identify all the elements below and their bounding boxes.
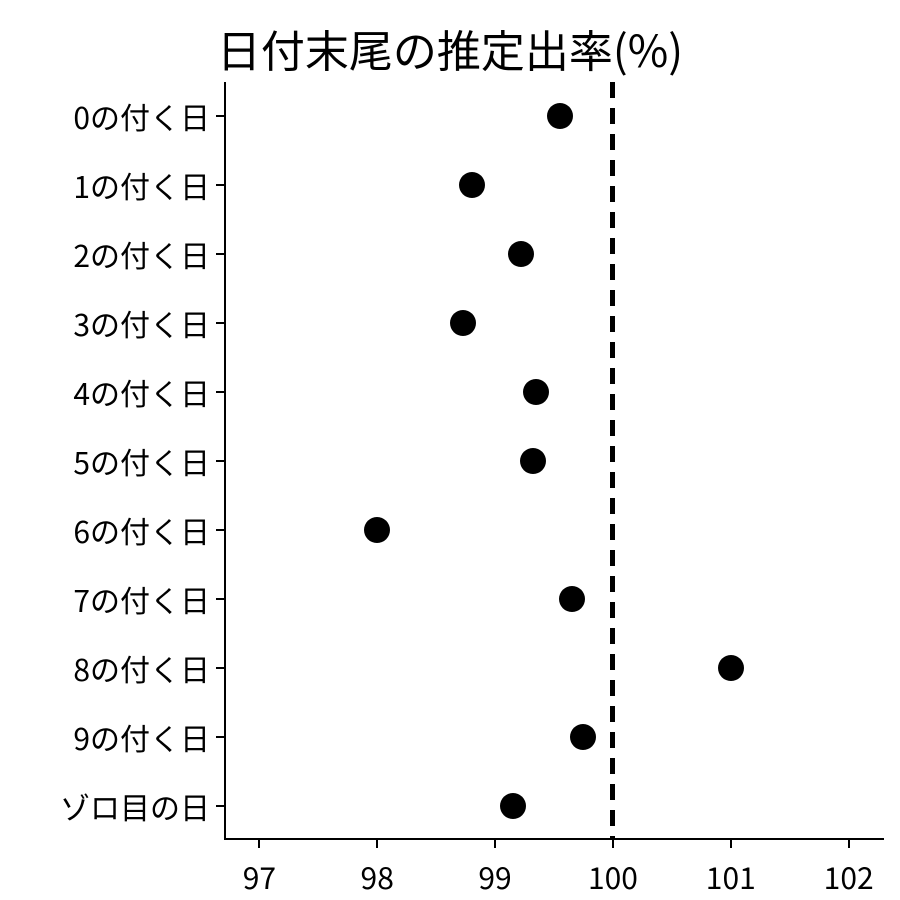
- x-tick: [612, 840, 614, 848]
- y-tick-label: 3の付く日: [73, 301, 210, 345]
- x-tick: [848, 840, 850, 848]
- y-tick: [216, 805, 224, 807]
- x-tick-label: 102: [824, 854, 874, 898]
- y-tick: [216, 667, 224, 669]
- chart-root: 日付末尾の推定出率(%) 0の付く日 1の付く日 2の付く日 3の付く日 4の付く日 5の…: [0, 0, 900, 900]
- y-tick-label: ゾロ目の日: [60, 784, 210, 828]
- y-tick: [216, 598, 224, 600]
- y-tick: [216, 736, 224, 738]
- y-tick: [216, 184, 224, 186]
- data-point: [559, 586, 585, 612]
- y-tick: [216, 322, 224, 324]
- x-tick-label: 100: [588, 854, 638, 898]
- reference-line: [610, 82, 615, 840]
- y-tick: [216, 460, 224, 462]
- y-tick-label: 6の付く日: [73, 508, 210, 552]
- data-point: [523, 379, 549, 405]
- x-tick-label: 98: [361, 854, 394, 898]
- chart-title: 日付末尾の推定出率(%): [0, 16, 900, 80]
- x-tick-label: 99: [478, 854, 511, 898]
- y-tick: [216, 253, 224, 255]
- x-tick-label: 101: [706, 854, 756, 898]
- x-tick-label: 97: [243, 854, 276, 898]
- data-point: [520, 448, 546, 474]
- y-tick: [216, 391, 224, 393]
- data-point: [459, 172, 485, 198]
- y-tick-label: 8の付く日: [73, 646, 210, 690]
- y-tick-label: 9の付く日: [73, 715, 210, 759]
- plot-area: [224, 82, 884, 840]
- x-tick: [730, 840, 732, 848]
- data-point: [718, 655, 744, 681]
- x-tick: [376, 840, 378, 848]
- data-point: [364, 517, 390, 543]
- y-tick: [216, 115, 224, 117]
- y-tick-label: 1の付く日: [73, 163, 210, 207]
- data-point: [547, 103, 573, 129]
- y-tick-label: 5の付く日: [73, 439, 210, 483]
- data-point: [500, 793, 526, 819]
- data-point: [570, 724, 596, 750]
- data-point: [450, 310, 476, 336]
- y-tick-label: 7の付く日: [73, 577, 210, 621]
- x-tick: [494, 840, 496, 848]
- axis-spine-left: [224, 82, 226, 840]
- y-tick: [216, 529, 224, 531]
- y-tick-label: 2の付く日: [73, 232, 210, 276]
- axis-spine-bottom: [224, 838, 884, 840]
- x-tick: [258, 840, 260, 848]
- y-tick-label: 4の付く日: [73, 370, 210, 414]
- y-tick-label: 0の付く日: [73, 94, 210, 138]
- data-point: [508, 241, 534, 267]
